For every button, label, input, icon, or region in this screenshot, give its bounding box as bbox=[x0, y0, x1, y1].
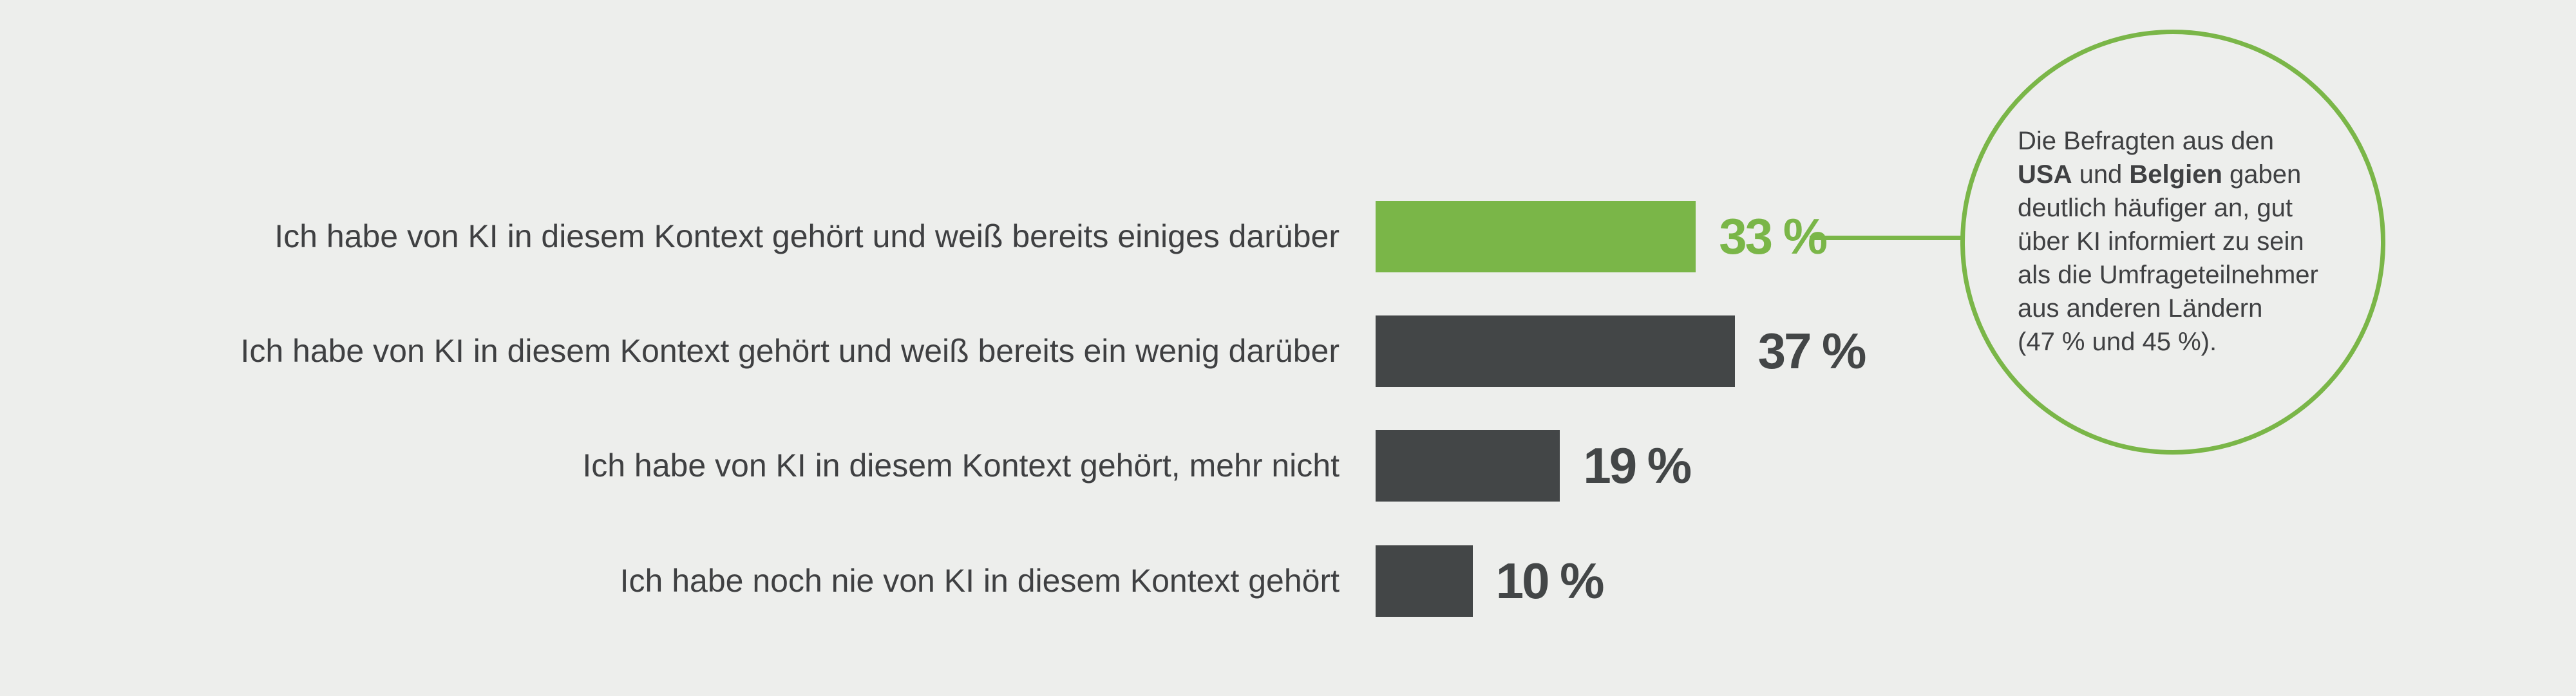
callout-line: USA und Belgien gaben bbox=[2018, 158, 2378, 191]
category-label: Ich habe noch nie von KI in diesem Konte… bbox=[620, 563, 1340, 599]
bar bbox=[1376, 200, 1696, 272]
callout-line-rest: gaben bbox=[2222, 160, 2302, 189]
bar-value-label: 37 % bbox=[1757, 323, 1867, 379]
callout-highlight-country: USA bbox=[2018, 160, 2072, 189]
bar-value-label: 19 % bbox=[1583, 437, 1692, 494]
callout-line: deutlich häufiger an, gut bbox=[2018, 194, 2293, 222]
callout-text: Die Befragten aus den USA und Belgien ga… bbox=[2018, 124, 2378, 359]
callout-highlight-country: Belgien bbox=[2129, 160, 2222, 189]
callout-line: (47 % und 45 %). bbox=[2018, 328, 2217, 356]
bar bbox=[1376, 315, 1735, 387]
category-label: Ich habe von KI in diesem Kontext gehört… bbox=[240, 333, 1340, 369]
bar bbox=[1376, 429, 1560, 502]
callout-circle bbox=[1960, 30, 2385, 455]
bar-value-label: 10 % bbox=[1495, 552, 1605, 609]
callout-line: Die Befragten aus den bbox=[2018, 127, 2275, 155]
bar-value-label: 33 % bbox=[1719, 208, 1828, 265]
category-label: Ich habe von KI in diesem Kontext gehört… bbox=[274, 218, 1340, 254]
callout-connector-word: und bbox=[2072, 160, 2130, 189]
callout-connector-line bbox=[1810, 236, 1962, 240]
callout-line: als die Umfrageteilnehmer bbox=[2018, 261, 2318, 289]
callout-line: über KI informiert zu sein bbox=[2018, 227, 2304, 256]
category-label: Ich habe von KI in diesem Kontext gehört… bbox=[582, 447, 1340, 484]
callout-line: aus anderen Ländern bbox=[2018, 294, 2263, 323]
bar bbox=[1376, 545, 1473, 617]
